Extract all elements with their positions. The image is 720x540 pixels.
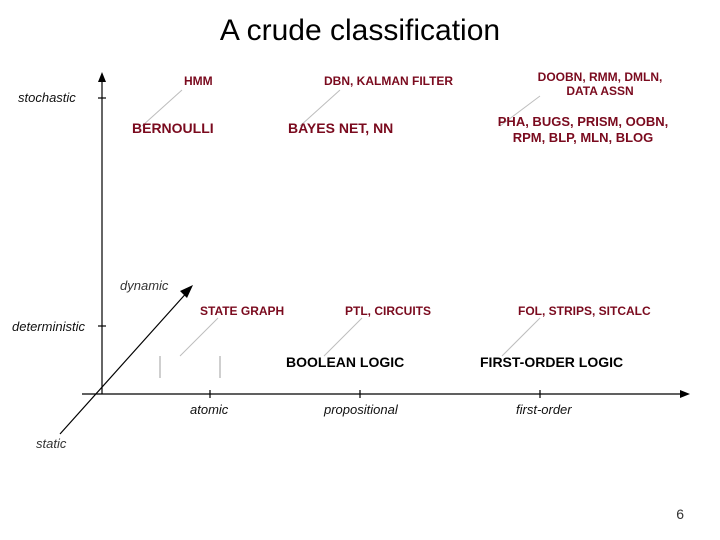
slide: A crude classification (0, 0, 720, 540)
x-label-first-order: first-order (516, 402, 572, 417)
origin-label-static: static (36, 436, 66, 451)
model-ptl: PTL, CIRCUITS (345, 304, 431, 318)
model-hmm: HMM (184, 74, 213, 88)
model-boolean-logic: BOOLEAN LOGIC (286, 354, 404, 370)
page-title: A crude classification (0, 14, 720, 48)
model-first-order-logic: FIRST-ORDER LOGIC (480, 354, 623, 370)
model-pha-block: PHA, BUGS, PRISM, OOBN, RPM, BLP, MLN, B… (478, 114, 688, 147)
page-number: 6 (676, 506, 684, 522)
model-bernoulli: BERNOULLI (132, 120, 214, 136)
y-label-stochastic: stochastic (18, 90, 76, 105)
model-fol-strips: FOL, STRIPS, SITCALC (518, 304, 651, 318)
x-label-propositional: propositional (324, 402, 398, 417)
model-pha-line2: RPM, BLP, MLN, BLOG (513, 130, 654, 145)
model-bayesnet: BAYES NET, NN (288, 120, 393, 136)
classification-diagram: stochastic deterministic dynamic static … (20, 64, 700, 464)
model-pha-line1: PHA, BUGS, PRISM, OOBN, (498, 114, 668, 129)
model-dbn-kalman: DBN, KALMAN FILTER (324, 74, 453, 88)
depth-label-dynamic: dynamic (120, 278, 168, 293)
x-label-atomic: atomic (190, 402, 228, 417)
model-state-graph: STATE GRAPH (200, 304, 284, 318)
model-doobn-block: DOOBN, RMM, DMLN, DATA ASSN (510, 70, 690, 99)
model-doobn-line1: DOOBN, RMM, DMLN, (538, 70, 663, 84)
y-label-deterministic: deterministic (12, 319, 85, 334)
model-doobn-line2: DATA ASSN (566, 84, 633, 98)
